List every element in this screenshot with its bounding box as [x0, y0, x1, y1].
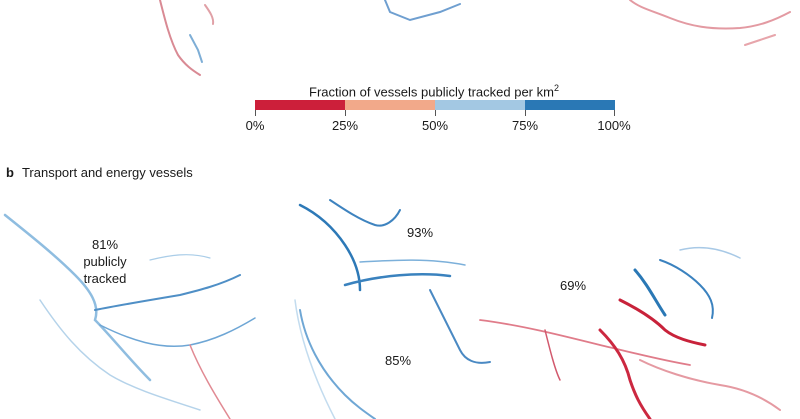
americas-east-coast-route [3, 213, 152, 382]
europe-atlantic-route [298, 203, 362, 292]
pacific-route [679, 246, 741, 259]
legend-swatch-0-25 [255, 100, 345, 110]
africa-offshore [294, 299, 336, 419]
indonesia-region [639, 359, 781, 411]
asia-percentage-label: 69% [559, 278, 587, 293]
legend-tick-mark [255, 110, 256, 116]
west-africa-coast [299, 309, 376, 419]
china-coast-route [633, 268, 667, 317]
legend-swatch-25-50 [345, 100, 435, 110]
asia-top-coast [629, 0, 791, 30]
legend-tick-label: 100% [597, 118, 631, 133]
legend-tick-mark [614, 110, 615, 116]
americas-percentage-label: 81% publicly tracked [83, 237, 127, 286]
legend-tick-mark [345, 110, 346, 116]
panel-title: b Transport and energy vessels [6, 165, 193, 180]
legend-tick-label: 75% [511, 118, 539, 133]
bottom-panel-shipping [3, 199, 781, 419]
north-sea-route [329, 199, 401, 227]
southeast-asia-route [598, 328, 652, 419]
caribbean-routes-2 [99, 317, 256, 348]
legend-swatch-75-100 [525, 100, 615, 110]
legend-tick-mark [525, 110, 526, 116]
florida-top-coast [204, 4, 215, 25]
legend-tick-label: 0% [245, 118, 265, 133]
africa-percentage-label: 85% [384, 353, 412, 368]
europe-top-coast [384, 0, 461, 22]
mediterranean-route-2 [359, 259, 466, 266]
mediterranean-route [343, 273, 452, 287]
americas-west-coast [39, 299, 201, 411]
legend-tick-label: 50% [421, 118, 449, 133]
indian-ocean-route [479, 319, 691, 366]
north-america-top-coast [159, 0, 201, 76]
europe-percentage-label: 93% [406, 225, 434, 240]
india-coast [544, 329, 561, 381]
legend-tick-label: 25% [331, 118, 359, 133]
top-panel-coastlines [159, 0, 791, 76]
caribbean-top-coast [189, 34, 203, 63]
asia-top-coast-2 [744, 34, 776, 46]
legend-tick-mark [435, 110, 436, 116]
panel-title-text: Transport and energy vessels [21, 165, 193, 180]
legend-swatch-50-75 [435, 100, 525, 110]
caribbean-routes [94, 274, 241, 311]
south-china-sea-route [618, 298, 707, 347]
legend-title: Fraction of vessels publicly tracked per… [309, 83, 559, 100]
red-sea-route [429, 289, 491, 364]
south-america-coast [189, 344, 231, 419]
legend-color-bar [255, 100, 615, 110]
gulf-route [149, 254, 211, 261]
panel-letter: b [6, 165, 14, 180]
japan-route [659, 259, 714, 319]
